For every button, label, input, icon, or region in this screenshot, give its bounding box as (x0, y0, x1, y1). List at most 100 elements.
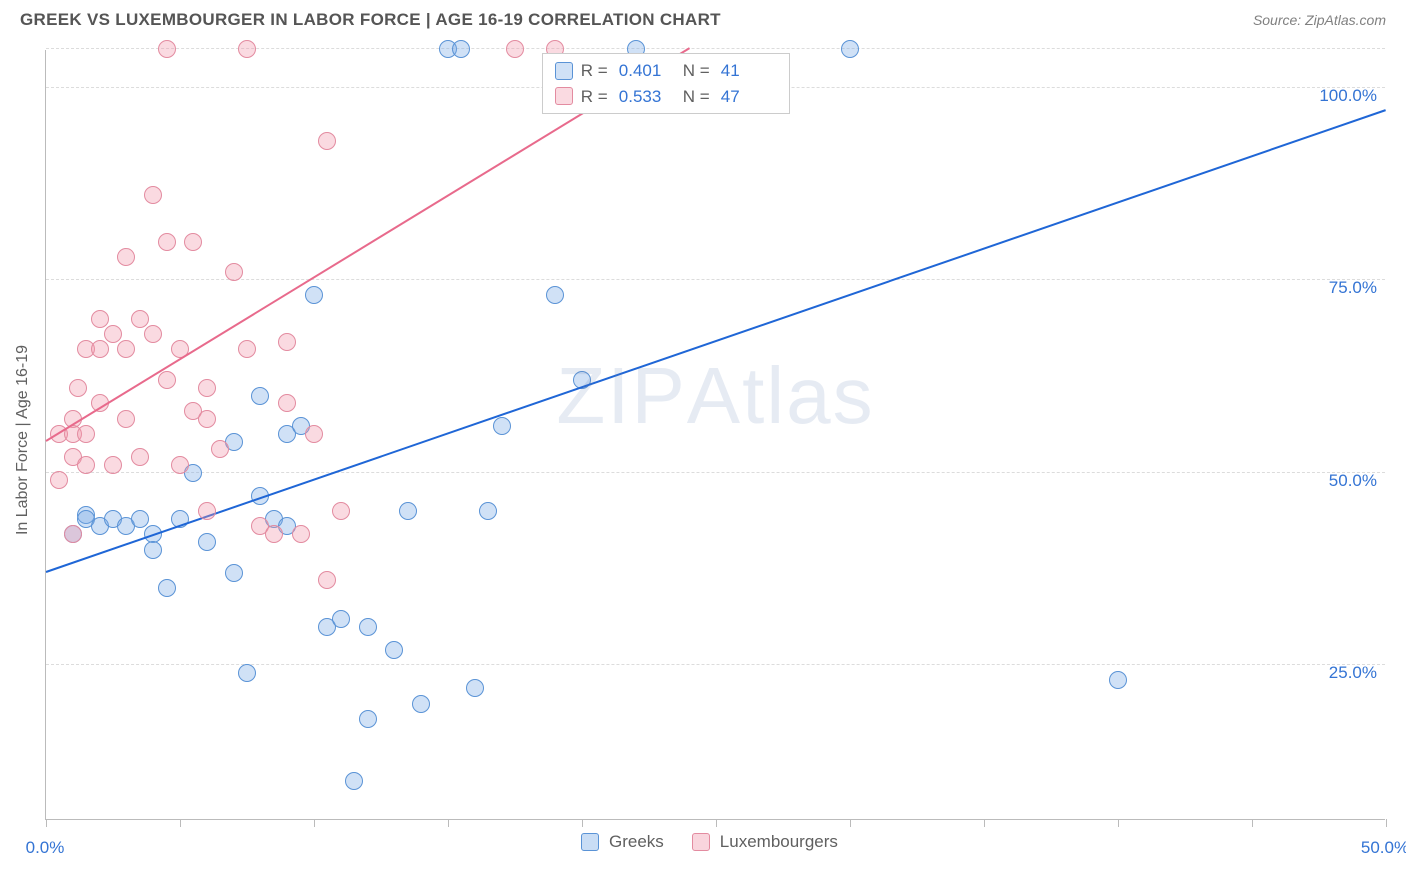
data-point (466, 679, 484, 697)
data-point (198, 379, 216, 397)
stats-row: R = 0.401 N = 41 (555, 58, 777, 84)
data-point (131, 510, 149, 528)
data-point (292, 525, 310, 543)
legend-swatch (692, 833, 710, 851)
legend-label: Greeks (609, 832, 664, 852)
data-point (359, 710, 377, 728)
data-point (198, 502, 216, 520)
data-point (144, 325, 162, 343)
data-point (77, 425, 95, 443)
data-point (104, 456, 122, 474)
data-point (318, 132, 336, 150)
x-tick (448, 819, 449, 827)
chart-header: GREEK VS LUXEMBOURGER IN LABOR FORCE | A… (0, 0, 1406, 38)
data-point (305, 286, 323, 304)
data-point (265, 525, 283, 543)
y-tick-label: 50.0% (1329, 471, 1377, 491)
stats-row: R = 0.533 N = 47 (555, 84, 777, 110)
data-point (493, 417, 511, 435)
stat-n-label: N = (683, 84, 713, 110)
data-point (452, 40, 470, 58)
chart-source: Source: ZipAtlas.com (1253, 12, 1386, 28)
stat-r-label: R = (581, 84, 611, 110)
y-tick-label: 100.0% (1319, 86, 1377, 106)
data-point (158, 371, 176, 389)
gridline (46, 279, 1385, 280)
data-point (479, 502, 497, 520)
data-point (131, 448, 149, 466)
data-point (546, 286, 564, 304)
plot-area: ZIPAtlas 25.0% 50.0% 75.0% 100.0% R = 0.401 N … (45, 50, 1385, 820)
stat-n-value: 47 (721, 84, 777, 110)
data-point (64, 525, 82, 543)
data-point (144, 541, 162, 559)
legend-item: Luxembourgers (692, 832, 838, 852)
x-tick-label: 50.0% (1361, 838, 1406, 858)
data-point (412, 695, 430, 713)
x-tick (1252, 819, 1253, 827)
chart-title: GREEK VS LUXEMBOURGER IN LABOR FORCE | A… (20, 10, 721, 30)
data-point (198, 533, 216, 551)
data-point (238, 664, 256, 682)
legend-label: Luxembourgers (720, 832, 838, 852)
data-point (318, 571, 336, 589)
data-point (211, 440, 229, 458)
data-point (225, 564, 243, 582)
data-point (171, 456, 189, 474)
watermark: ZIPAtlas (556, 350, 874, 442)
watermark-bold: ZIP (556, 351, 686, 440)
data-point (69, 379, 87, 397)
data-point (385, 641, 403, 659)
data-point (104, 325, 122, 343)
data-point (198, 410, 216, 428)
y-axis-title: In Labor Force | Age 16-19 (14, 345, 32, 535)
data-point (399, 502, 417, 520)
stat-r-value: 0.533 (619, 84, 675, 110)
legend: Greeks Luxembourgers (581, 832, 838, 852)
data-point (345, 772, 363, 790)
x-tick-label: 0.0% (26, 838, 65, 858)
x-tick (314, 819, 315, 827)
data-point (158, 40, 176, 58)
data-point (91, 340, 109, 358)
data-point (1109, 671, 1127, 689)
x-tick (850, 819, 851, 827)
stat-n-value: 41 (721, 58, 777, 84)
data-point (238, 40, 256, 58)
legend-swatch (555, 62, 573, 80)
data-point (278, 333, 296, 351)
gridline (46, 472, 1385, 473)
data-point (117, 340, 135, 358)
x-tick (582, 819, 583, 827)
x-tick (46, 819, 47, 827)
legend-item: Greeks (581, 832, 664, 852)
data-point (131, 310, 149, 328)
x-tick (1118, 819, 1119, 827)
data-point (251, 387, 269, 405)
stat-r-value: 0.401 (619, 58, 675, 84)
x-tick (180, 819, 181, 827)
data-point (278, 394, 296, 412)
stat-r-label: R = (581, 58, 611, 84)
data-point (158, 233, 176, 251)
data-point (332, 502, 350, 520)
data-point (77, 456, 95, 474)
x-tick (1386, 819, 1387, 827)
data-point (158, 579, 176, 597)
data-point (238, 340, 256, 358)
stats-box: R = 0.401 N = 41 R = 0.533 N = 47 (542, 53, 790, 114)
x-tick (984, 819, 985, 827)
data-point (117, 248, 135, 266)
y-tick-label: 25.0% (1329, 663, 1377, 683)
legend-swatch (555, 87, 573, 105)
data-point (50, 471, 68, 489)
data-point (225, 263, 243, 281)
data-point (305, 425, 323, 443)
x-tick (716, 819, 717, 827)
data-point (359, 618, 377, 636)
stat-n-label: N = (683, 58, 713, 84)
data-point (91, 310, 109, 328)
data-point (144, 186, 162, 204)
data-point (841, 40, 859, 58)
y-tick-label: 75.0% (1329, 278, 1377, 298)
